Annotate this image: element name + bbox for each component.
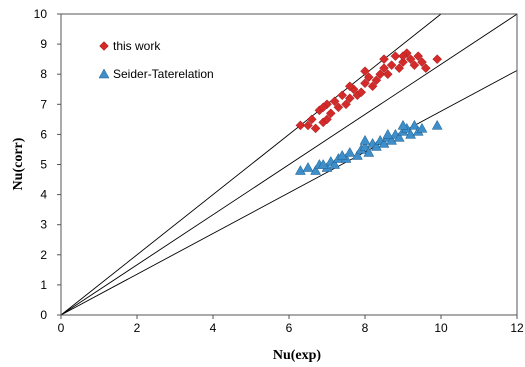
legend-marker-this-work (99, 41, 109, 51)
data-point-this-work (394, 63, 405, 74)
data-point-seider-tate (317, 158, 329, 169)
data-point-this-work (409, 60, 420, 71)
x-tick-label: 12 (510, 321, 524, 335)
data-point-this-work (420, 63, 431, 74)
data-point-seider-tate (302, 161, 314, 172)
data-point-seider-tate (359, 140, 371, 151)
data-point-this-work (398, 57, 408, 68)
y-tick-label: 2 (40, 248, 47, 262)
data-point-this-work (360, 78, 370, 89)
y-tick-label: 10 (34, 7, 48, 21)
data-point-this-work (333, 102, 344, 113)
data-point-seider-tate (386, 134, 398, 145)
data-point-this-work (329, 96, 340, 107)
data-point-seider-tate (416, 122, 428, 133)
data-point-this-work (379, 63, 389, 74)
data-point-this-work (310, 123, 321, 134)
y-tick-label: 6 (40, 127, 47, 141)
legend: this work Seider-Taterelation (98, 39, 214, 81)
data-point-seider-tate (393, 131, 405, 142)
data-point-this-work (337, 90, 348, 101)
data-point-this-work (432, 54, 443, 65)
data-point-seider-tate (431, 119, 443, 130)
y-tick-label: 1 (40, 278, 47, 292)
y-tick-label: 4 (40, 188, 47, 202)
legend-marker-seider-tate (98, 68, 110, 79)
data-point-this-work (344, 93, 355, 104)
data-point-seider-tate (382, 128, 394, 139)
data-point-seider-tate (329, 158, 341, 169)
data-point-this-work (356, 87, 367, 98)
data-point-seider-tate (294, 165, 306, 175)
data-point-this-work (363, 72, 374, 83)
y-axis-title: Nu(corr) (11, 137, 26, 190)
y-tick-label: 0 (40, 308, 47, 322)
data-point-this-work (405, 54, 416, 65)
data-point-seider-tate (363, 146, 375, 157)
data-point-this-work (386, 60, 397, 71)
data-point-seider-tate (405, 128, 417, 139)
data-points (294, 48, 443, 175)
data-point-this-work (303, 120, 313, 131)
y-tick-label: 7 (40, 97, 47, 111)
x-tick-label: 10 (434, 321, 448, 335)
data-point-seider-tate (370, 140, 382, 151)
data-point-this-work (417, 57, 427, 68)
x-tick-label: 4 (210, 321, 217, 335)
data-point-this-work (341, 99, 351, 110)
x-tick-label: 2 (134, 321, 141, 335)
data-point-this-work (390, 51, 401, 61)
data-point-seider-tate (310, 165, 322, 175)
y-tick-label: 9 (40, 37, 47, 51)
data-point-seider-tate (336, 149, 348, 160)
reference-line (60, 70, 518, 316)
x-tick-label: 8 (362, 321, 369, 335)
data-point-this-work (379, 54, 389, 65)
data-point-seider-tate (344, 146, 356, 157)
legend-label: Seider-Taterelation (113, 67, 214, 81)
data-point-this-work (367, 81, 378, 92)
data-point-this-work (344, 81, 355, 92)
data-point-seider-tate (378, 137, 390, 148)
data-point-this-work (382, 69, 393, 80)
data-point-this-work (398, 51, 408, 61)
data-point-this-work (325, 108, 336, 119)
x-tick-label: 6 (286, 321, 293, 335)
y-tick-label: 3 (40, 218, 47, 232)
data-point-this-work (375, 69, 386, 80)
y-tick-label: 5 (40, 158, 47, 172)
data-point-this-work (295, 120, 306, 131)
legend-label: this work (113, 39, 161, 53)
data-point-seider-tate (359, 134, 371, 145)
data-point-seider-tate (408, 119, 420, 130)
reference-lines (60, 13, 518, 316)
data-point-this-work (371, 75, 382, 86)
data-point-this-work (306, 114, 317, 125)
data-point-this-work (360, 66, 370, 77)
data-point-this-work (322, 114, 332, 125)
reference-line (60, 13, 518, 316)
y-tick-label: 8 (40, 67, 47, 81)
data-point-seider-tate (397, 119, 409, 130)
data-point-seider-tate (351, 149, 363, 160)
reference-line (60, 13, 442, 316)
x-tick-label: 0 (58, 321, 65, 335)
x-axis-title: Nu(exp) (273, 348, 322, 363)
data-point-this-work (413, 51, 424, 61)
data-point-this-work (318, 102, 329, 113)
